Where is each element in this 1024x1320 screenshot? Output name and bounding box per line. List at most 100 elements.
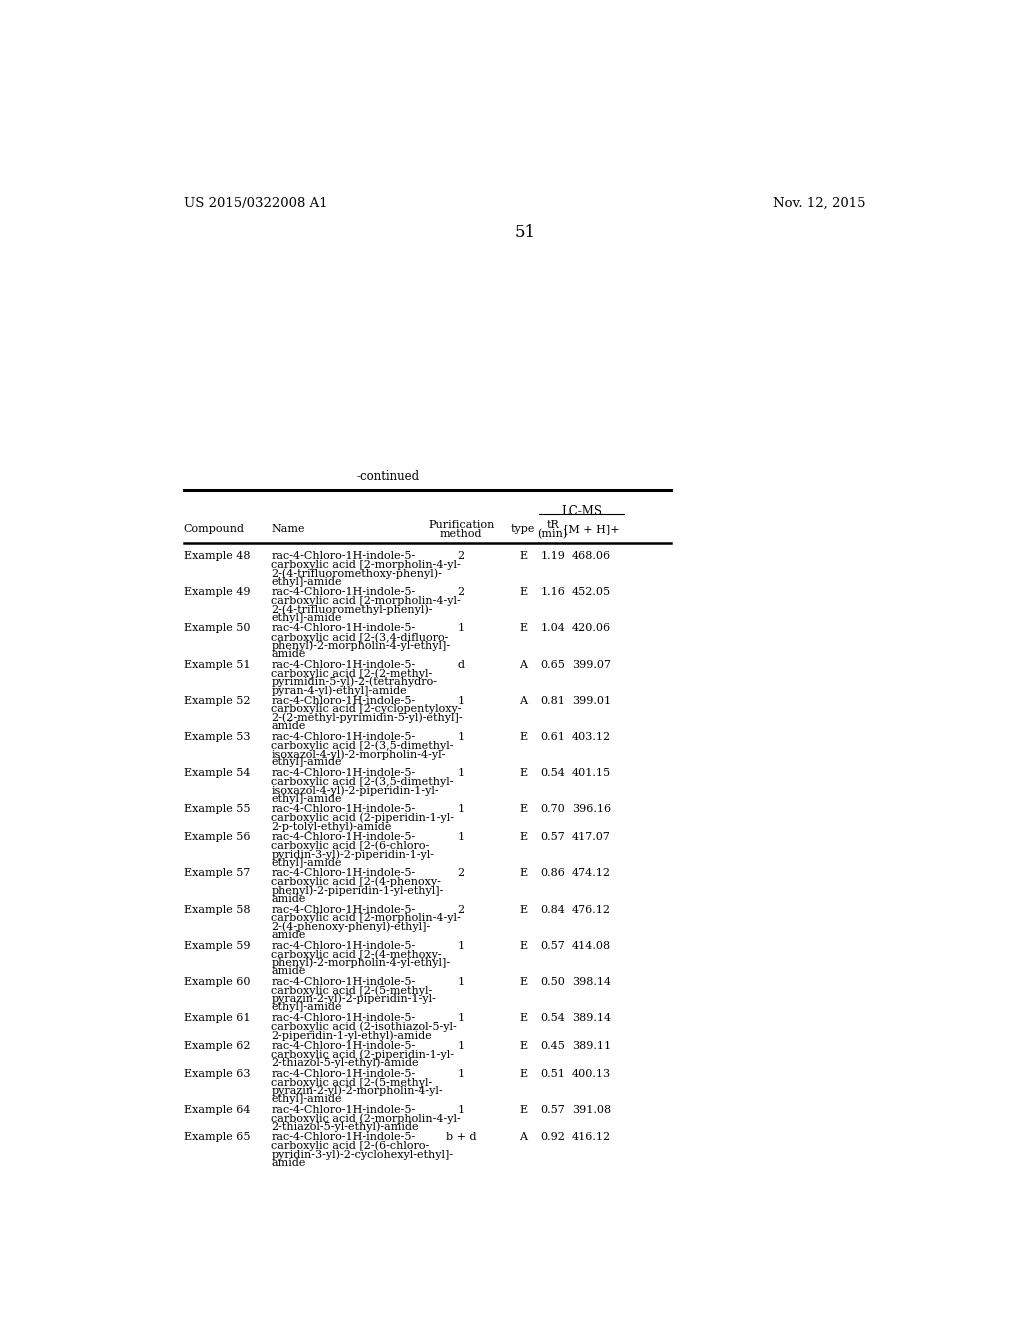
Text: Example 57: Example 57 [183, 869, 250, 878]
Text: 1.16: 1.16 [541, 587, 565, 597]
Text: rac-4-Chloro-1H-indole-5-: rac-4-Chloro-1H-indole-5- [271, 804, 416, 814]
Text: E: E [519, 832, 527, 842]
Text: pyrimidin-5-yl)-2-(tetrahydro-: pyrimidin-5-yl)-2-(tetrahydro- [271, 677, 437, 688]
Text: Example 55: Example 55 [183, 804, 250, 814]
Text: rac-4-Chloro-1H-indole-5-: rac-4-Chloro-1H-indole-5- [271, 1105, 416, 1114]
Text: tR: tR [547, 520, 559, 531]
Text: ethyl]-amide: ethyl]-amide [271, 1002, 342, 1012]
Text: 2-piperidin-1-yl-ethyl)-amide: 2-piperidin-1-yl-ethyl)-amide [271, 1030, 432, 1040]
Text: 416.12: 416.12 [571, 1133, 611, 1142]
Text: A: A [519, 660, 527, 669]
Text: amide: amide [271, 1158, 306, 1168]
Text: 399.01: 399.01 [571, 696, 611, 706]
Text: rac-4-Chloro-1H-indole-5-: rac-4-Chloro-1H-indole-5- [271, 1069, 416, 1078]
Text: Nov. 12, 2015: Nov. 12, 2015 [773, 197, 866, 210]
Text: amide: amide [271, 721, 306, 731]
Text: carboxylic acid [2-morpholin-4-yl-: carboxylic acid [2-morpholin-4-yl- [271, 595, 461, 606]
Text: rac-4-Chloro-1H-indole-5-: rac-4-Chloro-1H-indole-5- [271, 696, 416, 706]
Text: Example 61: Example 61 [183, 1014, 250, 1023]
Text: carboxylic acid [2-(3,5-dimethyl-: carboxylic acid [2-(3,5-dimethyl- [271, 776, 454, 787]
Text: Example 48: Example 48 [183, 552, 250, 561]
Text: carboxylic acid [2-morpholin-4-yl-: carboxylic acid [2-morpholin-4-yl- [271, 913, 461, 923]
Text: Example 65: Example 65 [183, 1133, 250, 1142]
Text: carboxylic acid (2-piperidin-1-yl-: carboxylic acid (2-piperidin-1-yl- [271, 813, 455, 824]
Text: ethyl]-amide: ethyl]-amide [271, 577, 342, 586]
Text: 2-thiazol-5-yl-ethyl)-amide: 2-thiazol-5-yl-ethyl)-amide [271, 1057, 419, 1068]
Text: 0.86: 0.86 [541, 869, 565, 878]
Text: amide: amide [271, 929, 306, 940]
Text: Example 51: Example 51 [183, 660, 250, 669]
Text: Example 62: Example 62 [183, 1040, 250, 1051]
Text: ethyl]-amide: ethyl]-amide [271, 793, 342, 804]
Text: b + d: b + d [446, 1133, 476, 1142]
Text: E: E [519, 941, 527, 950]
Text: 1: 1 [458, 1105, 465, 1114]
Text: Example 49: Example 49 [183, 587, 250, 597]
Text: Example 50: Example 50 [183, 623, 250, 634]
Text: E: E [519, 869, 527, 878]
Text: 400.13: 400.13 [571, 1069, 611, 1078]
Text: ethyl]-amide: ethyl]-amide [271, 612, 342, 623]
Text: 398.14: 398.14 [571, 977, 611, 987]
Text: pyridin-3-yl)-2-cyclohexyl-ethyl]-: pyridin-3-yl)-2-cyclohexyl-ethyl]- [271, 1150, 454, 1160]
Text: 0.61: 0.61 [541, 733, 565, 742]
Text: 0.50: 0.50 [541, 977, 565, 987]
Text: 2: 2 [458, 869, 465, 878]
Text: 1.04: 1.04 [541, 623, 565, 634]
Text: 0.51: 0.51 [541, 1069, 565, 1078]
Text: carboxylic acid (2-morpholin-4-yl-: carboxylic acid (2-morpholin-4-yl- [271, 1113, 461, 1123]
Text: 1.19: 1.19 [541, 552, 565, 561]
Text: rac-4-Chloro-1H-indole-5-: rac-4-Chloro-1H-indole-5- [271, 768, 416, 779]
Text: 468.06: 468.06 [571, 552, 611, 561]
Text: carboxylic acid [2-cyclopentyloxy-: carboxylic acid [2-cyclopentyloxy- [271, 705, 462, 714]
Text: 1: 1 [458, 1040, 465, 1051]
Text: 2: 2 [458, 587, 465, 597]
Text: 2: 2 [458, 904, 465, 915]
Text: E: E [519, 768, 527, 779]
Text: 1: 1 [458, 832, 465, 842]
Text: (min): (min) [538, 529, 568, 539]
Text: carboxylic acid [2-(6-chloro-: carboxylic acid [2-(6-chloro- [271, 1140, 430, 1151]
Text: 403.12: 403.12 [571, 733, 611, 742]
Text: 1: 1 [458, 1069, 465, 1078]
Text: 474.12: 474.12 [572, 869, 611, 878]
Text: 2: 2 [458, 552, 465, 561]
Text: pyrazin-2-yl)-2-piperidin-1-yl-: pyrazin-2-yl)-2-piperidin-1-yl- [271, 994, 436, 1005]
Text: 476.12: 476.12 [572, 904, 611, 915]
Text: rac-4-Chloro-1H-indole-5-: rac-4-Chloro-1H-indole-5- [271, 587, 416, 597]
Text: 2-(4-phenoxy-phenyl)-ethyl]-: 2-(4-phenoxy-phenyl)-ethyl]- [271, 921, 431, 932]
Text: 1: 1 [458, 733, 465, 742]
Text: pyran-4-yl)-ethyl]-amide: pyran-4-yl)-ethyl]-amide [271, 685, 407, 696]
Text: 0.54: 0.54 [541, 1014, 565, 1023]
Text: isoxazol-4-yl)-2-piperidin-1-yl-: isoxazol-4-yl)-2-piperidin-1-yl- [271, 785, 439, 796]
Text: carboxylic acid [2-(6-chloro-: carboxylic acid [2-(6-chloro- [271, 841, 430, 851]
Text: Example 63: Example 63 [183, 1069, 250, 1078]
Text: 420.06: 420.06 [571, 623, 611, 634]
Text: pyridin-3-yl)-2-piperidin-1-yl-: pyridin-3-yl)-2-piperidin-1-yl- [271, 849, 434, 859]
Text: LC-MS: LC-MS [561, 506, 602, 517]
Text: method: method [440, 529, 482, 539]
Text: rac-4-Chloro-1H-indole-5-: rac-4-Chloro-1H-indole-5- [271, 623, 416, 634]
Text: 417.07: 417.07 [572, 832, 611, 842]
Text: E: E [519, 1105, 527, 1114]
Text: US 2015/0322008 A1: US 2015/0322008 A1 [183, 197, 328, 210]
Text: 51: 51 [514, 224, 536, 240]
Text: 1: 1 [458, 768, 465, 779]
Text: carboxylic acid [2-(4-phenoxy-: carboxylic acid [2-(4-phenoxy- [271, 876, 441, 887]
Text: E: E [519, 1040, 527, 1051]
Text: E: E [519, 804, 527, 814]
Text: carboxylic acid (2-isothiazol-5-yl-: carboxylic acid (2-isothiazol-5-yl- [271, 1022, 457, 1032]
Text: 0.81: 0.81 [541, 696, 565, 706]
Text: 391.08: 391.08 [571, 1105, 611, 1114]
Text: 401.15: 401.15 [571, 768, 611, 779]
Text: E: E [519, 1014, 527, 1023]
Text: 2-(2-methyl-pyrimidin-5-yl)-ethyl]-: 2-(2-methyl-pyrimidin-5-yl)-ethyl]- [271, 713, 463, 723]
Text: amide: amide [271, 966, 306, 975]
Text: phenyl)-2-morpholin-4-yl-ethyl]-: phenyl)-2-morpholin-4-yl-ethyl]- [271, 640, 451, 651]
Text: rac-4-Chloro-1H-indole-5-: rac-4-Chloro-1H-indole-5- [271, 941, 416, 950]
Text: rac-4-Chloro-1H-indole-5-: rac-4-Chloro-1H-indole-5- [271, 869, 416, 878]
Text: -continued: -continued [356, 470, 420, 483]
Text: Compound: Compound [183, 524, 245, 535]
Text: rac-4-Chloro-1H-indole-5-: rac-4-Chloro-1H-indole-5- [271, 1014, 416, 1023]
Text: 0.70: 0.70 [541, 804, 565, 814]
